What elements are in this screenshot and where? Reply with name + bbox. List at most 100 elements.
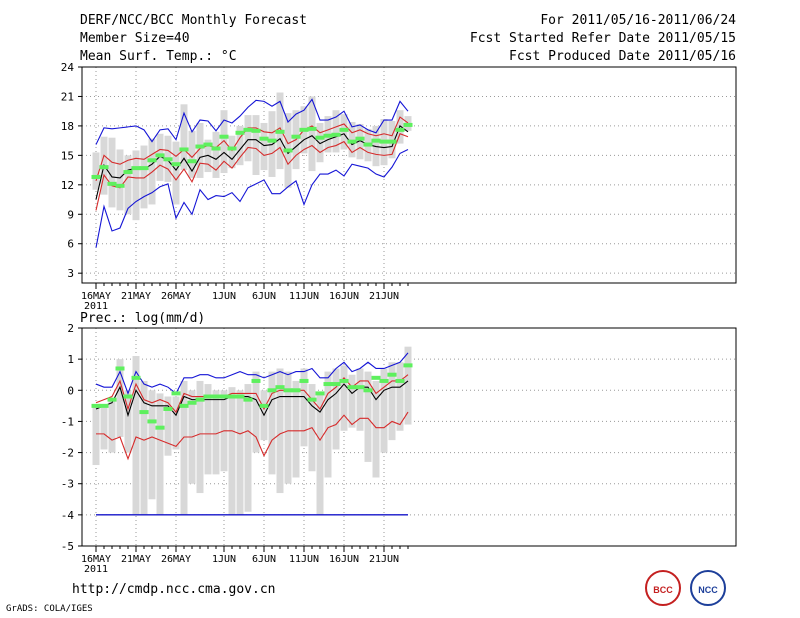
observed-marker bbox=[307, 126, 317, 131]
range-box bbox=[180, 380, 188, 515]
observed-marker bbox=[187, 400, 197, 405]
range-box bbox=[140, 145, 148, 209]
observed-marker bbox=[139, 410, 149, 415]
range-box bbox=[380, 368, 388, 453]
observed-marker bbox=[363, 388, 373, 393]
range-box bbox=[212, 390, 220, 475]
range-box bbox=[372, 380, 380, 478]
range-box bbox=[236, 125, 244, 166]
observed-marker bbox=[123, 170, 133, 175]
observed-marker bbox=[331, 382, 341, 387]
range-box bbox=[316, 393, 324, 515]
range-box bbox=[100, 405, 108, 450]
chart-panel-2: -5 -4 -3 -2 -1 0 1 2 16MAY 21MAY 26MAY 1JUN 6JUN 11JU… bbox=[61, 322, 737, 575]
range-box bbox=[188, 130, 196, 178]
y-tick-label: 15 bbox=[61, 149, 74, 162]
chart-panel-1: 3 6 9 12 15 18 21 24 16MAY 21MAY 26MAY 1JUN 6JUN 11JU… bbox=[61, 61, 737, 312]
x-tick-label: 16JUN bbox=[329, 291, 359, 302]
observed-marker bbox=[267, 388, 277, 393]
y-tick-label: 18 bbox=[61, 120, 74, 133]
observed-marker bbox=[299, 378, 309, 383]
y-tick-label: 12 bbox=[61, 179, 74, 192]
observed-marker bbox=[179, 147, 189, 152]
range-box bbox=[356, 123, 364, 160]
y-tick-label: 9 bbox=[67, 208, 74, 221]
observed-marker bbox=[115, 366, 125, 371]
observed-marker bbox=[395, 127, 405, 132]
range-box bbox=[172, 141, 180, 205]
range-box bbox=[92, 152, 100, 190]
forecast-period: For 2011/05/16-2011/06/24 bbox=[540, 13, 736, 28]
observed-marker bbox=[251, 128, 261, 133]
range-box bbox=[252, 371, 260, 453]
x-tick-label: 1JUN bbox=[212, 554, 236, 565]
range-box bbox=[124, 390, 132, 453]
observed-marker bbox=[267, 138, 277, 143]
observed-marker bbox=[243, 127, 253, 132]
observed-marker bbox=[291, 134, 301, 139]
observed-marker bbox=[99, 165, 109, 170]
observed-marker bbox=[315, 135, 325, 140]
range-box bbox=[404, 346, 412, 425]
range-box bbox=[108, 137, 116, 208]
observed-marker bbox=[163, 406, 173, 411]
range-box bbox=[252, 115, 260, 175]
observed-marker bbox=[387, 372, 397, 377]
footer-url[interactable]: http://cmdp.ncc.cma.gov.cn bbox=[72, 582, 276, 597]
range-box bbox=[316, 122, 324, 163]
series-line-ensemble-min bbox=[95, 98, 409, 145]
observed-marker bbox=[171, 391, 181, 396]
range-box bbox=[228, 135, 236, 169]
observed-marker bbox=[347, 385, 357, 390]
observed-marker bbox=[235, 394, 245, 399]
top-variable-label: Mean Surf. Temp.: °C bbox=[80, 49, 237, 64]
range-box bbox=[172, 396, 180, 450]
x-year-label: 2011 bbox=[84, 301, 108, 312]
range-box bbox=[236, 390, 244, 515]
observed-marker bbox=[235, 130, 245, 135]
bottom-variable-label: Prec.: log(mm/d) bbox=[80, 311, 205, 326]
range-box bbox=[268, 371, 276, 475]
y-tick-label: -1 bbox=[61, 415, 74, 428]
observed-marker bbox=[371, 138, 381, 143]
range-box bbox=[140, 380, 148, 515]
range-box bbox=[228, 387, 236, 515]
range-box bbox=[108, 399, 116, 453]
chart-title: DERF/NCC/BCC Monthly Forecast bbox=[80, 13, 307, 28]
observed-marker bbox=[339, 378, 349, 383]
x-tick-label: 26MAY bbox=[161, 554, 191, 565]
observed-marker bbox=[131, 375, 141, 380]
range-box bbox=[204, 384, 212, 475]
member-size: Member Size=40 bbox=[80, 31, 190, 46]
observed-marker bbox=[323, 382, 333, 387]
range-box bbox=[332, 110, 340, 153]
range-box bbox=[388, 362, 396, 441]
observed-marker bbox=[107, 181, 117, 186]
range-box bbox=[244, 384, 252, 512]
x-tick-label: 11JUN bbox=[289, 554, 319, 565]
x-tick-label: 21JUN bbox=[369, 291, 399, 302]
observed-marker bbox=[275, 129, 285, 134]
observed-marker bbox=[219, 134, 229, 139]
observed-marker bbox=[355, 136, 365, 141]
x-year-label: 2011 bbox=[84, 564, 108, 575]
range-box bbox=[348, 374, 356, 428]
ncc-logo: NCC bbox=[690, 570, 726, 606]
y-tick-label: -4 bbox=[61, 509, 75, 522]
range-box bbox=[212, 131, 220, 178]
x-tick-label: 26MAY bbox=[161, 291, 191, 302]
observed-marker bbox=[187, 159, 197, 164]
observed-marker bbox=[291, 388, 301, 393]
y-tick-label: -2 bbox=[61, 447, 74, 460]
range-box bbox=[148, 390, 156, 500]
grads-credit: GrADS: COLA/IGES bbox=[6, 604, 93, 614]
observed-marker bbox=[331, 132, 341, 137]
fcst-started-date: Fcst Started Refer Date 2011/05/15 bbox=[469, 31, 736, 46]
observed-marker bbox=[227, 146, 237, 151]
range-box bbox=[156, 393, 164, 515]
observed-marker bbox=[283, 148, 293, 153]
observed-marker bbox=[363, 142, 373, 147]
range-box bbox=[116, 149, 124, 211]
observed-marker bbox=[395, 378, 405, 383]
observed-marker bbox=[171, 162, 181, 167]
